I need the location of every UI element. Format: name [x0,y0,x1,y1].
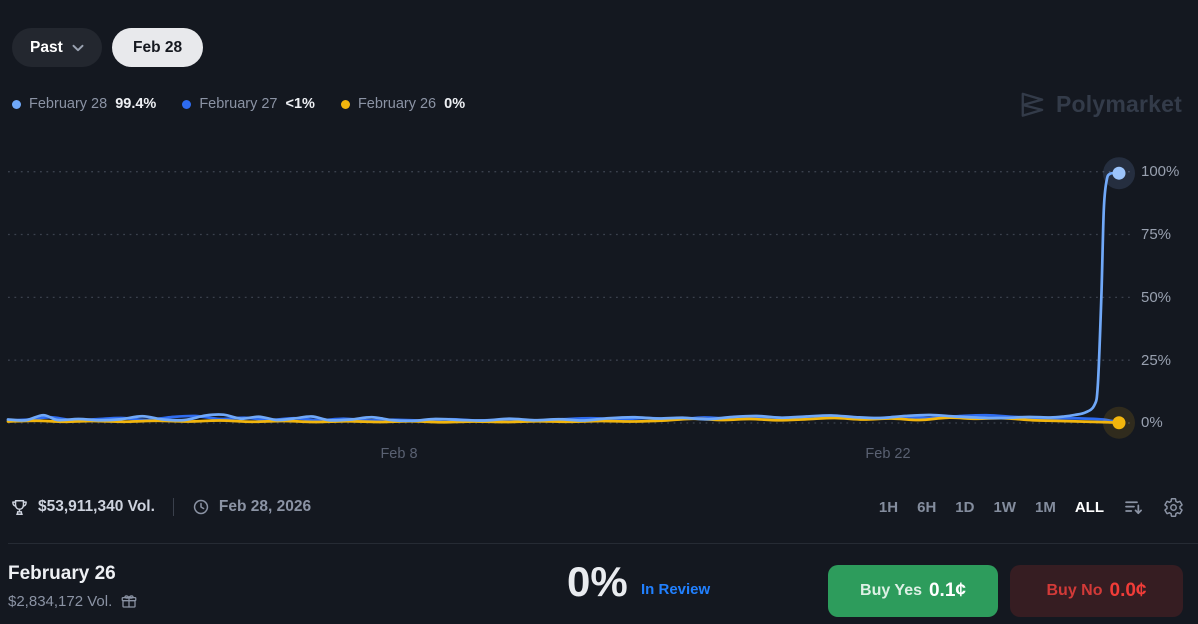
x-axis-tick: Feb 8 [380,446,418,462]
buy-yes-label: Buy Yes [860,582,922,599]
legend-item-feb26: February 26 0% [340,96,466,112]
legend-dot [12,99,21,109]
legend-item-feb27: February 27 <1% [182,96,315,112]
time-range[interactable]: 1M [1034,498,1056,516]
past-filter-button[interactable]: Past [12,28,102,67]
chart-toolbar: $53,911,340 Vol. Feb 28, 2026 1H 6H 1D 1… [10,492,1184,522]
section-divider [8,543,1198,544]
x-axis-tick: Feb 22 [865,446,911,462]
time-range[interactable]: ALL [1074,498,1104,516]
buy-no-button[interactable]: Buy No 0.0¢ [1010,565,1183,617]
time-range[interactable]: 1D [955,498,975,516]
outcome-chance: 0% [567,558,628,605]
toolbar-stats: $53,911,340 Vol. Feb 28, 2026 [10,498,311,517]
buy-yes-button[interactable]: Buy Yes 0.1¢ [828,565,998,617]
buy-yes-price: 0.1¢ [928,580,966,601]
legend-label: February 28 [29,96,108,112]
clock-icon [192,498,210,516]
date-pill-feb28[interactable]: Feb 28 [112,28,204,67]
outcome-volume: $2,834,172 Vol. [8,592,113,610]
legend-label: February 27 [199,96,278,112]
y-axis-tick: 75% [1141,226,1172,243]
trophy-icon [10,498,29,517]
y-axis-tick: 100% [1141,163,1180,180]
legend-value: 99.4% [115,96,157,112]
buy-no-price: 0.0¢ [1109,580,1147,601]
legend-value: 0% [444,96,466,112]
chart-legend: February 28 99.4% February 27 <1% Februa… [12,96,465,112]
gear-icon[interactable] [1163,497,1184,518]
outcome-title: February 26 [8,563,116,584]
polymarket-wordmark: Polymarket [1055,91,1182,117]
status-badge: In Review [641,581,711,598]
legend-item-feb28: February 28 99.4% [12,96,156,112]
chevron-down-icon [72,44,84,52]
toolbar-divider [172,498,174,516]
past-filter-label: Past [30,38,63,56]
y-axis-tick: 25% [1141,352,1172,369]
legend-dot [340,99,350,109]
polymarket-logo-icon [1016,89,1047,120]
gift-icon[interactable] [120,592,138,610]
y-axis-tick: 0% [1141,414,1163,431]
price-chart[interactable] [0,140,1198,442]
date-pill-label: Feb 28 [133,38,183,56]
legend-dot [182,99,192,109]
total-volume: $53,911,340 Vol. [38,498,155,515]
y-axis-tick: 50% [1141,289,1172,306]
legend-label: February 26 [357,96,437,112]
time-range[interactable]: 1W [993,498,1016,516]
buy-no-label: Buy No [1046,582,1103,599]
time-range[interactable]: 1H [878,498,899,516]
time-range[interactable]: 6H [917,498,937,516]
legend-value: <1% [285,96,315,112]
outcome-volume-row: $2,834,172 Vol. [8,592,138,610]
polymarket-watermark: Polymarket [1016,89,1182,120]
toolbar-controls: 1H 6H 1D 1W 1M ALL [879,497,1184,518]
market-end-date: Feb 28, 2026 [218,498,312,515]
order-list-icon[interactable] [1123,497,1144,518]
